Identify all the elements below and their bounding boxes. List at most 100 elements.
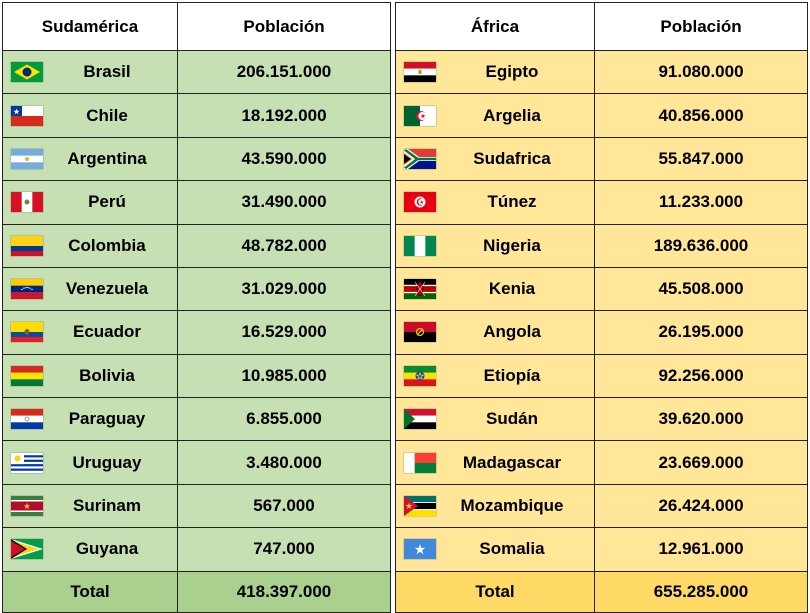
country-name: Argentina: [67, 148, 147, 168]
south-america-header-row: Sudamérica Población: [2, 2, 391, 51]
chile-flag-icon: [11, 105, 43, 126]
country-cell: Colombia: [2, 223, 178, 268]
country-name: Perú: [88, 192, 126, 212]
country-name: Nigeria: [483, 235, 541, 255]
table-row: Egipto 91.080.000: [395, 49, 808, 95]
egypt-flag-icon: [404, 62, 436, 83]
somalia-flag-icon: [404, 539, 436, 560]
country-cell: Argelia: [395, 93, 595, 138]
country-name: Mozambique: [460, 495, 564, 515]
country-name: Bolivia: [79, 365, 135, 385]
africa-total-row: Total 655.285.000: [395, 570, 808, 613]
south-america-total-label: Total: [2, 570, 178, 613]
population-cell: 45.508.000: [594, 266, 808, 312]
population-cell: 206.151.000: [177, 49, 391, 95]
country-cell: Angola: [395, 310, 595, 355]
table-row: Sudafrica 55.847.000: [395, 136, 808, 182]
population-cell: 23.669.000: [594, 440, 808, 485]
table-row: Túnez 11.233.000: [395, 180, 808, 225]
population-cell: 48.782.000: [177, 223, 391, 268]
country-cell: Perú: [2, 180, 178, 225]
venezuela-flag-icon: [11, 279, 43, 300]
table-row: Colombia 48.782.000: [2, 223, 391, 268]
country-cell: Sudán: [395, 396, 595, 442]
south-america-population-header: Población: [177, 2, 391, 51]
table-row: Venezuela 31.029.000: [2, 266, 391, 312]
peru-flag-icon: [11, 192, 43, 213]
population-cell: 39.620.000: [594, 396, 808, 442]
country-cell: Somalia: [395, 527, 595, 572]
country-cell: Mozambique: [395, 483, 595, 529]
table-row: Somalia 12.961.000: [395, 527, 808, 572]
country-name: Egipto: [485, 62, 539, 82]
africa-population-header: Población: [594, 2, 808, 51]
table-row: Argelia 40.856.000: [395, 93, 808, 138]
table-row: Perú 31.490.000: [2, 180, 391, 225]
country-name: Somalia: [479, 539, 545, 559]
south-america-total-row: Total 418.397.000: [2, 570, 391, 613]
country-cell: Argentina: [2, 136, 178, 182]
population-cell: 18.192.000: [177, 93, 391, 138]
country-cell: Bolivia: [2, 353, 178, 399]
country-name: Etiopía: [483, 365, 541, 385]
ecuador-flag-icon: [11, 322, 43, 343]
country-name: Surinam: [72, 495, 142, 515]
population-cell: 12.961.000: [594, 527, 808, 572]
country-cell: Ecuador: [2, 310, 178, 355]
country-name: Chile: [86, 105, 128, 125]
paraguay-flag-icon: [11, 409, 43, 430]
country-name: Colombia: [68, 235, 146, 255]
country-cell: Brasil: [2, 49, 178, 95]
nigeria-flag-icon: [404, 235, 436, 256]
table-row: Paraguay 6.855.000: [2, 396, 391, 442]
population-cell: 567.000: [177, 483, 391, 529]
country-name: Ecuador: [72, 322, 142, 342]
country-name: Guyana: [75, 539, 139, 559]
country-name: Uruguay: [72, 452, 142, 472]
country-name: Brasil: [83, 62, 131, 82]
table-row: Madagascar 23.669.000: [395, 440, 808, 485]
south-africa-flag-icon: [404, 148, 436, 169]
mozambique-flag-icon: [404, 495, 436, 516]
table-row: Mozambique 26.424.000: [395, 483, 808, 529]
africa-total-label: Total: [395, 570, 595, 613]
table-row: Argentina 43.590.000: [2, 136, 391, 182]
country-cell: Paraguay: [2, 396, 178, 442]
country-name: Túnez: [487, 192, 537, 212]
africa-rows: Egipto 91.080.000 Argelia 40.856.000 Sudafri…: [395, 49, 808, 572]
table-row: Surinam 567.000: [2, 483, 391, 529]
table-row: Sudán 39.620.000: [395, 396, 808, 442]
country-cell: Venezuela: [2, 266, 178, 312]
bolivia-flag-icon: [11, 365, 43, 386]
table-row: Brasil 206.151.000: [2, 49, 391, 95]
algeria-flag-icon: [404, 105, 436, 126]
country-name: Madagascar: [462, 452, 562, 472]
country-cell: Kenia: [395, 266, 595, 312]
population-cell: 6.855.000: [177, 396, 391, 442]
population-cell: 91.080.000: [594, 49, 808, 95]
country-name: Argelia: [483, 105, 541, 125]
country-cell: Uruguay: [2, 440, 178, 485]
table-row: Bolivia 10.985.000: [2, 353, 391, 399]
country-name: Angola: [483, 322, 541, 342]
population-cell: 10.985.000: [177, 353, 391, 399]
population-cell: 31.490.000: [177, 180, 391, 225]
population-cell: 189.636.000: [594, 223, 808, 268]
population-cell: 55.847.000: [594, 136, 808, 182]
country-cell: Guyana: [2, 527, 178, 572]
table-row: Angola 26.195.000: [395, 310, 808, 355]
south-america-rows: Brasil 206.151.000 Chile 18.192.000 Argentin…: [2, 49, 391, 572]
africa-total-value: 655.285.000: [594, 570, 808, 613]
population-cell: 747.000: [177, 527, 391, 572]
country-cell: Madagascar: [395, 440, 595, 485]
country-name: Paraguay: [68, 409, 146, 429]
population-cell: 26.195.000: [594, 310, 808, 355]
population-cell: 26.424.000: [594, 483, 808, 529]
country-cell: Etiopía: [395, 353, 595, 399]
tunisia-flag-icon: [404, 192, 436, 213]
brazil-flag-icon: [11, 62, 43, 83]
table-row: Uruguay 3.480.000: [2, 440, 391, 485]
country-cell: Chile: [2, 93, 178, 138]
population-cell: 40.856.000: [594, 93, 808, 138]
